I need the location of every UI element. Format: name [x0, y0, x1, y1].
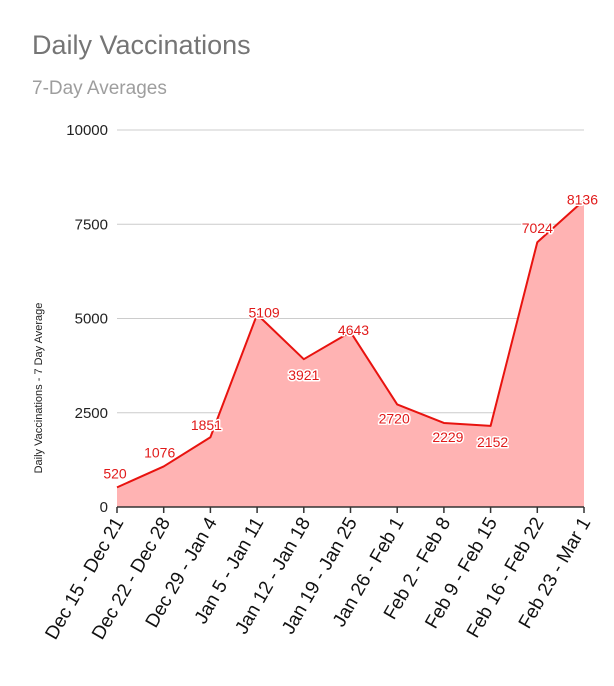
data-label: 520: [103, 465, 127, 481]
chart-title: Daily Vaccinations: [32, 30, 251, 60]
data-label: 2229: [432, 429, 463, 445]
data-label: 2720: [379, 410, 410, 426]
data-label: 1851: [191, 417, 222, 433]
y-tick-label: 0: [100, 499, 108, 516]
series-line: [116, 199, 585, 489]
y-tick-label: 5000: [75, 311, 108, 328]
y-tick-label: 10000: [66, 122, 108, 139]
data-label: 8136: [567, 191, 598, 207]
y-axis-ticks: 0 2500 5000 7500 10000: [66, 122, 108, 516]
data-label: 2152: [477, 434, 508, 450]
data-label: 3921: [288, 367, 319, 383]
y-axis-label: Daily Vaccinations - 7 Day Average: [33, 303, 45, 474]
chart-subtitle: 7-Day Averages: [32, 78, 167, 99]
data-label: 5109: [249, 304, 280, 320]
y-tick-label: 2500: [75, 405, 108, 422]
data-labels: 520 1076 1851 5109 3921 4643 2720 2229 2152 7024 8…: [102, 190, 600, 483]
y-tick-label: 7500: [75, 216, 108, 233]
data-label: 1076: [144, 444, 175, 460]
series-area: [117, 200, 584, 507]
data-label: 7024: [522, 220, 553, 236]
data-label: 4643: [338, 322, 369, 338]
